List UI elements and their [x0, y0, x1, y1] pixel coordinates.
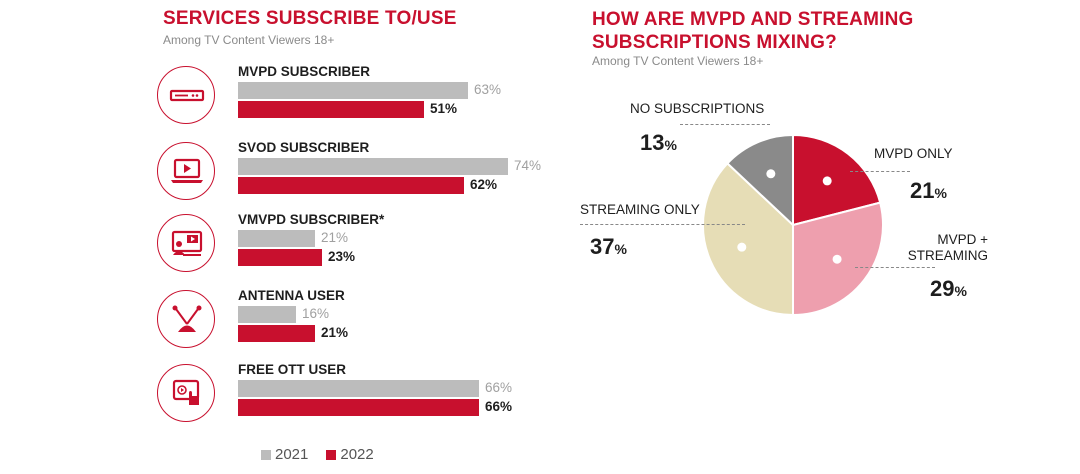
bar-2022: [238, 101, 424, 118]
pie-slice-marker: [832, 254, 842, 264]
icon-circle: [157, 214, 215, 272]
pie-slice-marker: [822, 176, 832, 186]
pie-slice: [792, 133, 882, 227]
bar-2021: [238, 380, 479, 397]
legend-swatch-2021: [261, 449, 271, 460]
legend-label-2021: 2021: [275, 446, 309, 463]
legend-swatch-2022: [326, 449, 337, 460]
laptop-play-icon: [171, 158, 203, 183]
bar-value-2022: 51%: [430, 101, 458, 116]
bar-row: SVOD SUBSCRIBER 74% 62%: [0, 138, 560, 208]
bar-value-2022: 23%: [328, 249, 356, 264]
pie-slice-label: NO SUBSCRIPTIONS: [630, 101, 765, 116]
bar-row: FREE OTT USER 66% 66%: [0, 360, 560, 430]
icon-circle: [157, 66, 215, 124]
bar-row: MVPD SUBSCRIBER 63% 51%: [0, 62, 560, 132]
bar-2021: [238, 158, 508, 175]
pie-slice-marker: [766, 169, 776, 179]
pie-slice: [725, 133, 794, 228]
pie-slice-value: 13%: [640, 130, 677, 155]
bar-value-2022: 62%: [470, 177, 498, 192]
bar-2021: [238, 306, 296, 323]
bar-2022: [238, 177, 464, 194]
left-chart-title: SERVICES SUBSCRIBE TO/USE: [163, 8, 457, 29]
legend-item-2022: 2022: [326, 446, 374, 463]
pie-leader-line: [855, 267, 935, 268]
right-chart-title: HOW ARE MVPD AND STREAMING SUBSCRIPTIONS…: [592, 9, 914, 53]
tablet-touch-icon: [172, 379, 200, 405]
bar-2021: [238, 82, 468, 99]
pie-leader-line: [680, 124, 770, 125]
pie-slice-marker: [737, 242, 747, 252]
bar-value-2021: 66%: [485, 380, 513, 395]
bar-2022: [238, 325, 315, 342]
category-label: VMVPD SUBSCRIBER*: [238, 212, 385, 227]
right-chart-subtitle: Among TV Content Viewers 18+: [592, 54, 764, 68]
legend-item-2021: 2021: [261, 446, 308, 463]
pie-slice-value: 37%: [590, 234, 627, 259]
bar-2022: [238, 249, 322, 266]
percent-sign: %: [934, 185, 947, 201]
pie-slice-label: MVPD + STREAMING: [907, 232, 988, 263]
left-chart-subtitle: Among TV Content Viewers 18+: [163, 33, 335, 47]
pie-slice: [702, 161, 794, 317]
category-label: SVOD SUBSCRIBER: [238, 140, 370, 155]
pie-leader-line: [580, 224, 745, 225]
bar-row: ANTENNA USER 16% 21%: [0, 286, 560, 356]
bar-value-2021: 16%: [302, 306, 330, 321]
bar-value-2022: 66%: [485, 399, 513, 414]
percent-sign: %: [664, 137, 677, 153]
icon-circle: [157, 142, 215, 200]
category-label: MVPD SUBSCRIBER: [238, 64, 371, 79]
pie-slice-value: 21%: [910, 178, 947, 203]
bar-value-2022: 21%: [321, 325, 349, 340]
percent-sign: %: [614, 241, 627, 257]
icon-circle: [157, 364, 215, 422]
pie-leader-line: [850, 171, 910, 172]
video-call-icon: [171, 230, 203, 256]
pie-slice-label: STREAMING ONLY: [580, 202, 700, 217]
bar-2022: [238, 399, 479, 416]
icon-circle: [157, 290, 215, 348]
bar-value-2021: 74%: [514, 158, 542, 173]
pie-chart: [702, 133, 884, 317]
bar-2021: [238, 230, 315, 247]
bar-chart-legend: 2021 2022: [261, 446, 374, 463]
bar-row: VMVPD SUBSCRIBER* 21% 23%: [0, 210, 560, 280]
bar-value-2021: 63%: [474, 82, 502, 97]
legend-label-2022: 2022: [340, 446, 374, 463]
antenna-icon: [172, 305, 202, 332]
category-label: FREE OTT USER: [238, 362, 347, 377]
percent-sign: %: [954, 283, 967, 299]
category-label: ANTENNA USER: [238, 288, 345, 303]
pie-slice-value: 29%: [930, 276, 967, 301]
bar-value-2021: 21%: [321, 230, 349, 245]
pie-slice-label: MVPD ONLY: [874, 146, 953, 161]
set-top-box-icon: [169, 89, 205, 102]
